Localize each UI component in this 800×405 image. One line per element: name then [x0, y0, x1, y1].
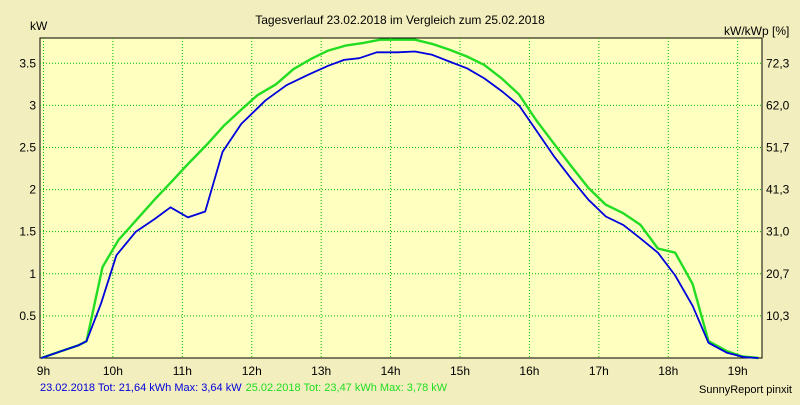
chart-title: Tagesverlauf 23.02.2018 im Vergleich zum…	[255, 13, 545, 27]
x-tick-label: 16h	[519, 364, 539, 378]
x-tick-label: 14h	[381, 364, 401, 378]
y-tick-label-left: 3	[29, 98, 36, 112]
x-tick-label: 15h	[450, 364, 470, 378]
y-tick-label-left: 1	[29, 267, 36, 281]
x-tick-label: 11h	[173, 364, 192, 378]
x-tick-label: 12h	[242, 364, 262, 378]
x-tick-label: 10h	[103, 364, 123, 378]
y-tick-label-right: 62,0	[766, 98, 790, 112]
y-tick-label-right: 72,3	[766, 56, 790, 70]
x-tick-label: 19h	[728, 364, 748, 378]
y-tick-label-left: 2.5	[19, 140, 36, 154]
y-axis-label-left: kW	[30, 19, 48, 33]
y-tick-label-right: 20,7	[766, 267, 790, 281]
credit-text: SunnyReport pinxit	[699, 384, 792, 396]
x-tick-label: 13h	[311, 364, 331, 378]
series-layer	[41, 38, 759, 360]
y-tick-label-left: 1.5	[19, 225, 36, 239]
y-tick-label-right: 51,7	[766, 140, 790, 154]
y-tick-label-left: 3.5	[19, 56, 36, 70]
grid-lines	[40, 38, 762, 358]
y-tick-label-left: 0.5	[19, 309, 36, 323]
series-line-1	[41, 50, 759, 359]
legend-entry-series-2: 25.02.2018 Tot: 23,47 kWh Max: 3,78 kW	[245, 382, 448, 394]
x-tick-label: 9h	[37, 364, 50, 378]
x-tick-label: 17h	[589, 364, 609, 378]
y-tick-label-right: 41,3	[766, 183, 790, 197]
y-axis-label-right: kW/kWp [%]	[724, 24, 789, 38]
y-tick-label-right: 10,3	[766, 309, 790, 323]
tick-labels: 9h 10h 11h 12h 13h 14h 15h 16h 17h 18h 19h 0.5 1 1.5 2…	[19, 56, 789, 378]
y-tick-label-left: 2	[29, 183, 36, 197]
y-tick-label-right: 31,0	[766, 225, 790, 239]
plot-area	[39, 37, 763, 359]
legend-footer: 23.02.2018 Tot: 21,64 kWh Max: 3,64 kW 25…	[40, 382, 451, 394]
x-tick-label: 18h	[658, 364, 678, 378]
legend-entry-series-1: 23.02.2018 Tot: 21,64 kWh Max: 3,64 kW	[40, 382, 242, 394]
series-line-2	[41, 38, 759, 360]
